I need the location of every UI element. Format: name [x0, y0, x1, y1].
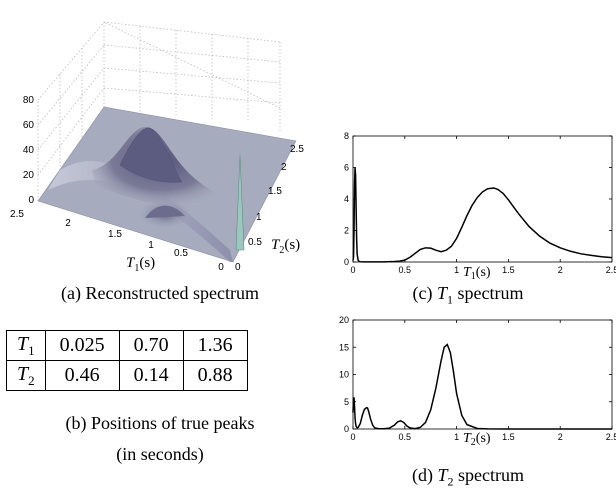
x-tick-label: 2.5 — [606, 265, 616, 275]
t1-xlabel: T1(s) — [463, 265, 491, 280]
surface-peak-small-cap — [145, 205, 185, 218]
t2-tick-label: 2 — [281, 162, 287, 173]
t2-spectrum-chart: 0 0.5 1 1.5 2 2.5 0 5 10 15 20 T2(s) — [339, 315, 616, 448]
back-wall-grid — [37, 21, 281, 201]
t2-spectrum-line — [352, 343, 612, 430]
t1-tick-label: 2 — [65, 218, 71, 229]
caption-c-sub: 1 — [447, 292, 453, 307]
t1-spectrum-chart: 0 0.5 1 1.5 2 2.5 0 2 4 6 8 T1(s) — [344, 131, 616, 280]
peak-positions-table: T1 0.025 0.70 1.36 T2 0.46 0.14 0.88 — [6, 330, 248, 391]
y-tick-label: 0 — [344, 424, 349, 434]
plot-frame — [352, 319, 613, 430]
plot-frame — [352, 135, 613, 263]
x-tick-label: 0.5 — [399, 265, 412, 275]
row-sub: 2 — [28, 372, 35, 388]
y-tick-label: 15 — [339, 342, 349, 352]
table-cell: 0.88 — [182, 360, 248, 391]
t1-tick-label: 2.5 — [10, 209, 24, 220]
row-var: T — [17, 332, 29, 355]
z-axis: 0 20 40 60 80 — [23, 95, 35, 206]
t2-tick-label: 1 — [256, 212, 262, 223]
caption-d-sub: 2 — [447, 474, 454, 489]
z-tick-label: 60 — [23, 120, 35, 131]
y-tick-label: 0 — [344, 257, 349, 267]
y-tick-label: 2 — [344, 226, 349, 236]
row-var: T — [17, 362, 29, 385]
table-cell: 0.46 — [44, 360, 120, 391]
t2-axes: 0 0.5 1 1.5 2 2.5 0 5 10 15 20 — [339, 315, 616, 442]
table-cell: 0.025 — [44, 330, 120, 361]
row-header: T2 — [6, 360, 46, 391]
y-tick-label: 4 — [344, 194, 349, 204]
t1-spectrum-line — [352, 167, 613, 263]
t1-tick-label: 1.5 — [108, 229, 122, 240]
x-tick-label: 2 — [558, 265, 563, 275]
caption-c-prefix: (c) — [412, 283, 437, 303]
z-tick-label: 20 — [23, 170, 35, 181]
x-tick-label: 0 — [350, 265, 355, 275]
t1-axis: 2.5 2 1.5 1 0.5 0 — [10, 209, 224, 273]
t2-tick-label: 0 — [235, 262, 241, 273]
y-tick-label: 6 — [344, 163, 349, 173]
table-row: T2 0.46 0.14 0.88 — [6, 360, 248, 391]
z-tick-label: 80 — [23, 95, 35, 106]
x-tick-label: 1 — [454, 432, 459, 442]
y-tick-label: 10 — [339, 370, 349, 380]
t1-tick-label: 0.5 — [174, 248, 188, 259]
x-tick-label: 2.5 — [606, 432, 616, 442]
caption-d-suffix: spectrum — [453, 465, 524, 485]
surface-peak-large-cap — [119, 127, 183, 183]
row-sub: 1 — [28, 342, 35, 358]
t2-tick-label: 0.5 — [248, 237, 262, 248]
x-tick-label: 0 — [350, 432, 355, 442]
table-cell: 1.36 — [182, 330, 248, 361]
table-cell: 0.14 — [118, 360, 184, 391]
caption-a: (a) Reconstructed spectrum — [61, 283, 259, 303]
t1-axes: 0 0.5 1 1.5 2 2.5 0 2 4 6 8 — [344, 131, 616, 275]
t2-axis: 0 0.5 1 1.5 2 2.5 — [235, 144, 304, 273]
z-tick-label: 0 — [28, 195, 34, 206]
caption-b-line1: (b) Positions of true peaks — [65, 413, 255, 433]
x-tick-label: 2 — [558, 432, 563, 442]
t2-tick-label: 1.5 — [268, 186, 282, 197]
y-tick-label: 8 — [344, 131, 349, 141]
t2-xlabel: T2(s) — [463, 431, 491, 448]
caption-d-var: T — [437, 465, 448, 485]
t1-tick-label: 0 — [218, 262, 224, 273]
z-tick-label: 40 — [23, 145, 35, 156]
table-row: T1 0.025 0.70 1.36 — [6, 330, 248, 361]
caption-b-line2: (in seconds) — [116, 444, 204, 464]
t1-axis-title: T1(s) — [126, 255, 155, 274]
caption-c: (c) T1 spectrum — [320, 283, 616, 308]
t2-axis-title: T2(s) — [271, 237, 300, 256]
y-tick-label: 20 — [339, 315, 349, 325]
row-header: T1 — [6, 330, 46, 361]
caption-d-prefix: (d) — [412, 465, 438, 485]
caption-c-suffix: spectrum — [453, 283, 524, 303]
y-tick-label: 5 — [344, 397, 349, 407]
x-tick-label: 1.5 — [502, 265, 515, 275]
surface-plot: 0 20 40 60 80 2.5 2 1.5 1 0.5 0 0 0.5 1 … — [10, 21, 304, 274]
x-tick-label: 0.5 — [399, 432, 412, 442]
caption-c-var: T — [436, 283, 447, 303]
caption-d: (d) T2 spectrum — [320, 465, 616, 490]
t1-tick-label: 1 — [148, 240, 154, 251]
surface-spike — [235, 154, 245, 251]
table-cell: 0.70 — [118, 330, 184, 361]
x-tick-label: 1 — [454, 265, 459, 275]
x-tick-label: 1.5 — [502, 432, 515, 442]
t2-tick-label: 2.5 — [290, 144, 304, 155]
